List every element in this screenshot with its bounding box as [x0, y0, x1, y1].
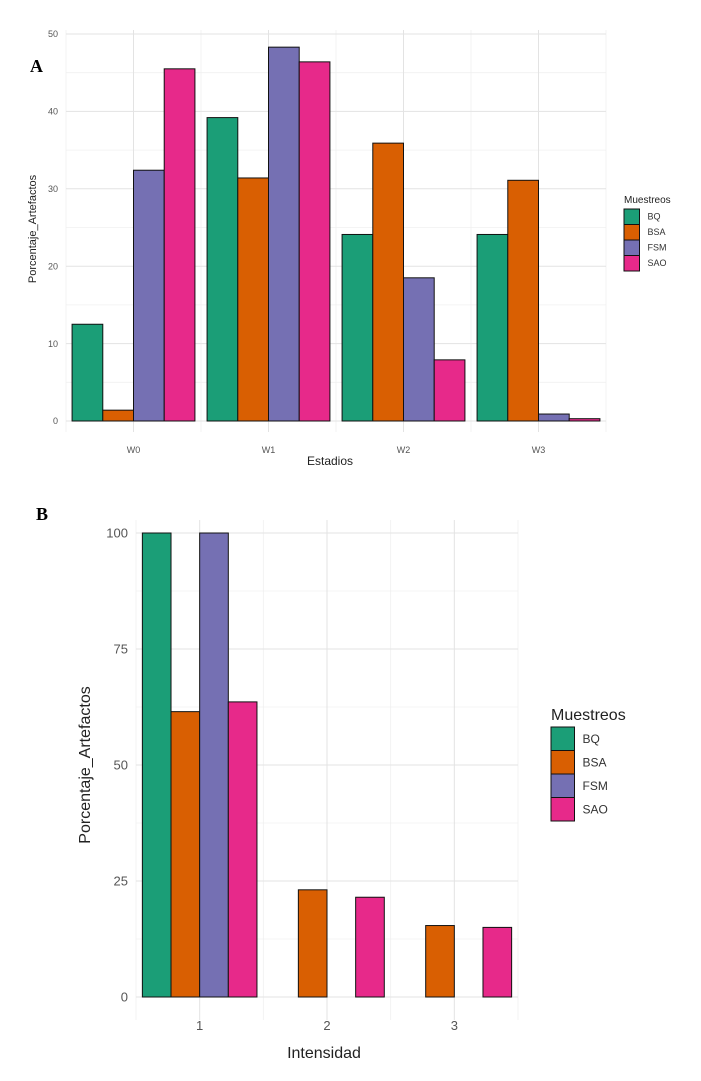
chart-a-legend-title: Muestreos — [624, 195, 671, 206]
chart-b-y-tick-label: 0 — [121, 990, 128, 1005]
chart-a-legend-swatch-fsm — [623, 239, 640, 256]
chart-a-y-tick-label: 30 — [48, 184, 58, 194]
chart-b-bar-bsa-3 — [425, 925, 455, 998]
chart-b-bars — [141, 532, 513, 998]
chart-a-legend-swatch-bq — [623, 208, 640, 225]
chart-a-bar-bq-w1 — [206, 117, 239, 422]
chart-b-y-tick-label: 75 — [114, 642, 128, 657]
chart-b-legend: Muestreos BQ BSA FSM SAO — [550, 707, 626, 822]
chart-a-bar-sao-w0 — [163, 68, 196, 422]
chart-b-x-tick-label: 3 — [451, 1018, 458, 1033]
chart-b-legend-label-bq: BQ — [583, 732, 600, 746]
chart-a-x-tick-label: W2 — [397, 445, 411, 455]
chart-a-legend-swatch-sao — [623, 255, 640, 272]
chart-a-bar-bq-w3 — [476, 233, 509, 422]
chart-b-legend-label-fsm: FSM — [583, 779, 608, 793]
chart-a-y-tick-label: 40 — [48, 107, 58, 117]
chart-b-y-tick-label: 50 — [114, 758, 128, 773]
chart-b-y-tick-label: 100 — [106, 526, 128, 541]
chart-a-x-ticks: W0 W1 W2 W3 — [127, 445, 546, 455]
chart-b-legend-swatch-bq — [550, 726, 575, 751]
chart-b: 0 25 50 75 100 1 2 3 Muestreos BQ BSA FSM SAO B In… — [36, 504, 626, 1062]
chart-b-x-tick-label: 2 — [323, 1018, 330, 1033]
chart-b-bar-fsm-1 — [199, 532, 229, 998]
chart-b-bar-bq-1 — [141, 532, 172, 998]
chart-a: 0 10 20 30 40 50 W0 W1 W2 W3 Muestreos BQ BSA FSM SA… — [27, 29, 671, 468]
chart-b-y-axis-title: Porcentaje_Artefactos — [77, 686, 94, 843]
chart-b-bar-sao-2 — [355, 896, 385, 998]
chart-a-y-axis-title: Porcentaje_Artefactos — [27, 174, 39, 283]
chart-a-bar-fsm-w3 — [538, 413, 570, 422]
chart-a-bars — [71, 46, 601, 422]
chart-a-x-axis-title: Estadios — [307, 454, 353, 468]
chart-a-bar-bsa-w0 — [102, 409, 134, 422]
chart-b-legend-swatch-sao — [550, 797, 575, 822]
chart-b-x-axis-title: Intensidad — [287, 1045, 361, 1062]
chart-a-legend-label-bsa: BSA — [648, 227, 666, 237]
chart-b-bar-bsa-2 — [297, 889, 328, 998]
chart-a-y-ticks: 0 10 20 30 40 50 — [48, 29, 58, 426]
chart-a-bar-sao-w1 — [298, 61, 331, 422]
chart-a-bar-sao-w2 — [433, 359, 466, 422]
chart-b-legend-title: Muestreos — [551, 707, 626, 724]
chart-a-x-tick-label: W0 — [127, 445, 141, 455]
chart-b-x-ticks: 1 2 3 — [196, 1018, 458, 1033]
chart-b-legend-swatch-fsm — [550, 773, 575, 798]
chart-a-bar-bq-w2 — [341, 233, 374, 422]
chart-b-bar-sao-3 — [482, 926, 513, 998]
chart-a-bar-bsa-w1 — [237, 177, 270, 422]
chart-a-bar-fsm-w0 — [133, 169, 165, 422]
chart-b-x-tick-label: 1 — [196, 1018, 203, 1033]
chart-a-bar-fsm-w2 — [403, 277, 435, 422]
chart-b-legend-label-bsa: BSA — [583, 755, 607, 769]
chart-a-bar-bsa-w2 — [372, 142, 405, 422]
chart-a-bar-sao-w3 — [568, 418, 601, 422]
chart-a-x-tick-label: W3 — [532, 445, 546, 455]
chart-b-bar-sao-1 — [227, 701, 258, 998]
chart-a-y-tick-label: 10 — [48, 339, 58, 349]
chart-a-bar-bq-w0 — [71, 323, 104, 422]
chart-a-legend-swatch-bsa — [623, 224, 640, 241]
chart-a-y-tick-label: 50 — [48, 29, 58, 39]
chart-a-y-tick-label: 20 — [48, 261, 58, 271]
chart-a-legend: Muestreos BQ BSA FSM SAO — [623, 195, 671, 272]
chart-b-bar-bsa-1 — [170, 711, 201, 998]
chart-a-bar-fsm-w1 — [268, 46, 300, 422]
chart-b-legend-label-sao: SAO — [583, 802, 608, 816]
chart-b-y-ticks: 0 25 50 75 100 — [106, 526, 128, 1005]
chart-a-legend-label-sao: SAO — [648, 258, 667, 268]
chart-a-panel-label: A — [30, 56, 43, 76]
chart-a-y-tick-label: 0 — [53, 416, 58, 426]
chart-a-legend-label-bq: BQ — [648, 212, 661, 222]
chart-b-y-tick-label: 25 — [114, 874, 128, 889]
chart-b-panel-label: B — [36, 504, 48, 524]
chart-b-legend-swatch-bsa — [550, 750, 575, 775]
chart-a-legend-label-fsm: FSM — [648, 243, 667, 253]
chart-a-bar-bsa-w3 — [507, 179, 540, 422]
chart-a-x-tick-label: W1 — [262, 445, 276, 455]
